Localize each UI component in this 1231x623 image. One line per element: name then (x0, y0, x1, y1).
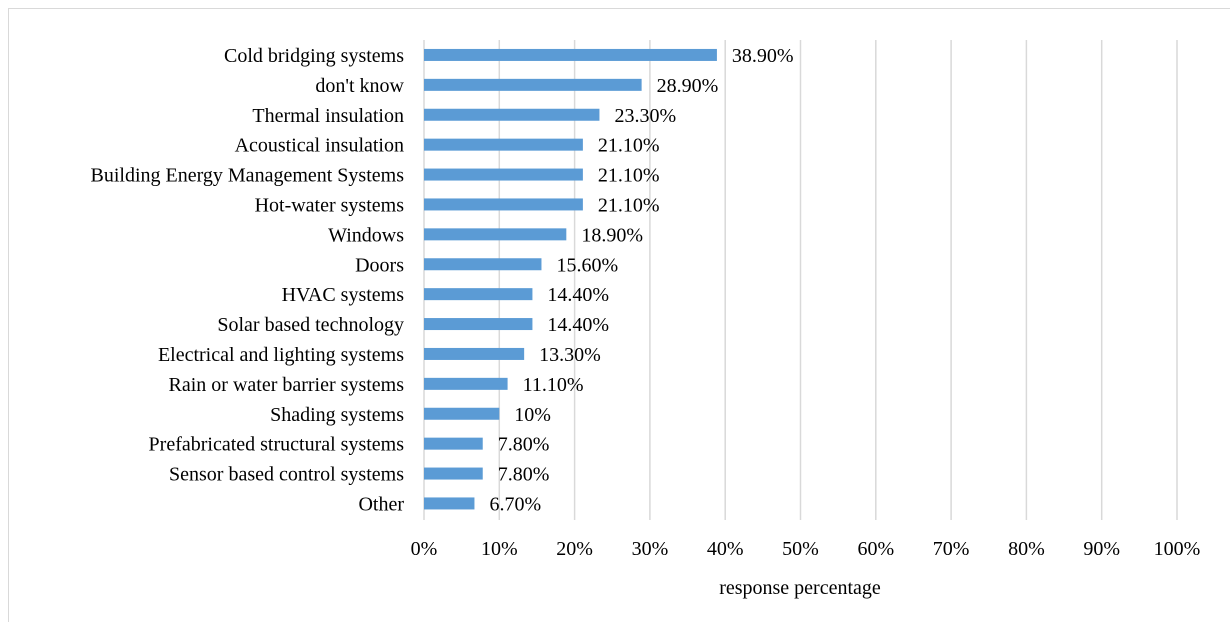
x-tick-label: 10% (481, 538, 518, 560)
data-label: 7.80% (498, 434, 550, 456)
category-label: Cold bridging systems (224, 45, 404, 67)
data-label: 21.10% (598, 194, 660, 216)
x-tick-label: 50% (782, 538, 819, 560)
bar (424, 138, 583, 151)
bar (424, 288, 533, 301)
bar (424, 48, 717, 61)
x-tick-label: 60% (857, 538, 894, 560)
data-label: 6.70% (489, 493, 541, 515)
bar (424, 168, 583, 181)
bar (424, 258, 542, 271)
x-tick-label: 80% (1008, 538, 1045, 560)
bar (424, 437, 483, 450)
x-axis-title: response percentage (719, 577, 881, 599)
category-label: Thermal insulation (252, 105, 404, 127)
data-labels: 38.90% 28.90% 23.30% 21.10% 21.10% 21.10% 18.9… (489, 45, 793, 516)
x-tick-label: 40% (707, 538, 744, 560)
data-label: 15.60% (556, 254, 618, 276)
bar (424, 108, 600, 121)
data-label: 14.40% (547, 314, 609, 336)
x-tick-label: 100% (1154, 538, 1201, 560)
bar (424, 347, 525, 360)
bar (424, 198, 583, 211)
category-label: Sensor based control systems (169, 464, 404, 486)
x-tick-label: 20% (556, 538, 593, 560)
data-label: 11.10% (523, 374, 584, 396)
bar (424, 318, 533, 331)
category-label: Electrical and lighting systems (158, 344, 404, 366)
category-label: Prefabricated structural systems (149, 434, 405, 456)
bars (424, 48, 717, 510)
category-label: Acoustical insulation (235, 135, 404, 157)
category-label: Doors (355, 254, 404, 276)
data-label: 38.90% (732, 45, 794, 67)
category-label: Shading systems (270, 404, 404, 426)
data-label: 10% (514, 404, 551, 426)
category-label: Rain or water barrier systems (169, 374, 405, 396)
x-tick-labels: 0% 10% 20% 30% 40% 50% 60% 70% 80% 90% 100% (411, 538, 1201, 560)
data-label: 14.40% (547, 284, 609, 306)
category-label: don't know (315, 75, 404, 97)
x-tick-label: 90% (1083, 538, 1120, 560)
data-label: 7.80% (498, 464, 550, 486)
category-label: Other (358, 493, 404, 515)
bar (424, 497, 475, 510)
bar (424, 228, 567, 241)
category-label: HVAC systems (282, 284, 405, 306)
bar (424, 407, 500, 420)
bar (424, 78, 642, 91)
data-label: 13.30% (539, 344, 601, 366)
data-label: 23.30% (614, 105, 676, 127)
data-label: 21.10% (598, 135, 660, 157)
category-label: Windows (328, 224, 404, 246)
x-tick-label: 0% (411, 538, 438, 560)
category-label: Solar based technology (217, 314, 404, 336)
data-label: 28.90% (657, 75, 719, 97)
data-label: 18.90% (581, 224, 643, 246)
bar (424, 377, 508, 390)
chart-frame (8, 8, 1230, 622)
category-labels: Cold bridging systems don't know Thermal i… (91, 45, 405, 516)
x-tick-label: 70% (933, 538, 970, 560)
x-tick-label: 30% (632, 538, 669, 560)
category-label: Hot-water systems (255, 194, 405, 216)
category-label: Building Energy Management Systems (91, 165, 405, 187)
bar (424, 467, 483, 480)
data-label: 21.10% (598, 165, 660, 187)
gridlines (423, 40, 1178, 520)
